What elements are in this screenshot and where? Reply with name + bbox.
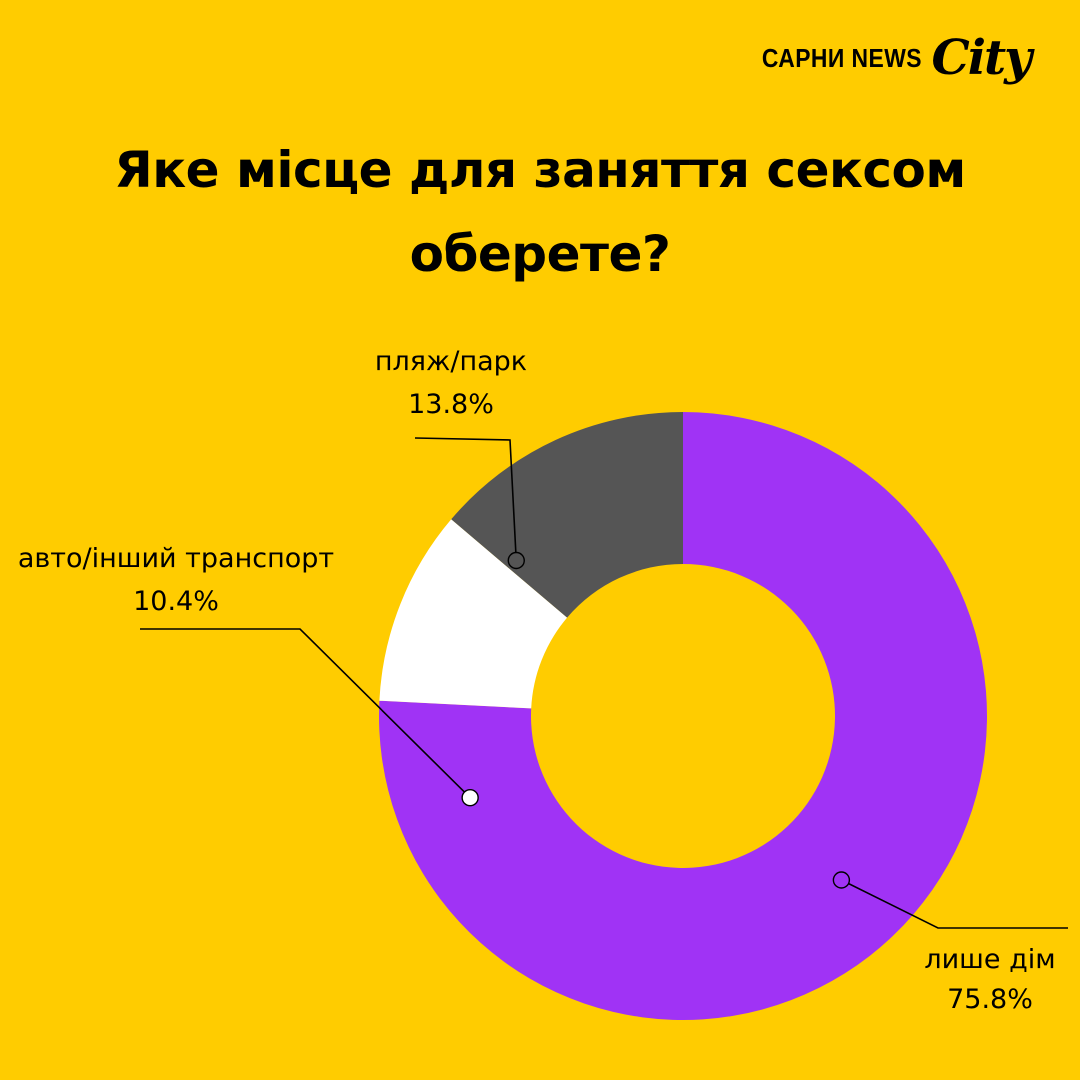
value-avto-transport: 10.4% xyxy=(133,586,219,617)
label-avto-transport: авто/інший транспорт xyxy=(18,543,334,574)
label-lishe-dim: лише дім xyxy=(924,944,1055,975)
leader-line-plyazh-park xyxy=(414,437,518,561)
chart-title: Яке місце для заняття сексом оберете? xyxy=(114,141,966,283)
brand-logo: САРНИ NEWS City xyxy=(740,30,1032,86)
marker-plyazh-park xyxy=(507,551,525,570)
slice-avto-transport xyxy=(379,519,568,709)
label-plyazh-park: пляж/парк xyxy=(375,346,527,377)
slice-plyazh-park xyxy=(451,412,683,618)
value-plyazh-park: 13.8% xyxy=(408,389,494,420)
marker-avto-transport xyxy=(461,789,479,807)
value-lishe-dim: 75.8% xyxy=(947,984,1033,1015)
brand-script-logo: City xyxy=(931,30,1032,86)
brand-name: САРНИ NEWS xyxy=(761,42,922,73)
marker-lishe-dim xyxy=(832,871,851,889)
leader-line-avto-transport xyxy=(140,628,471,799)
leader-line-lishe-dim xyxy=(841,879,1068,929)
slice-lishe-dim xyxy=(379,412,988,1020)
